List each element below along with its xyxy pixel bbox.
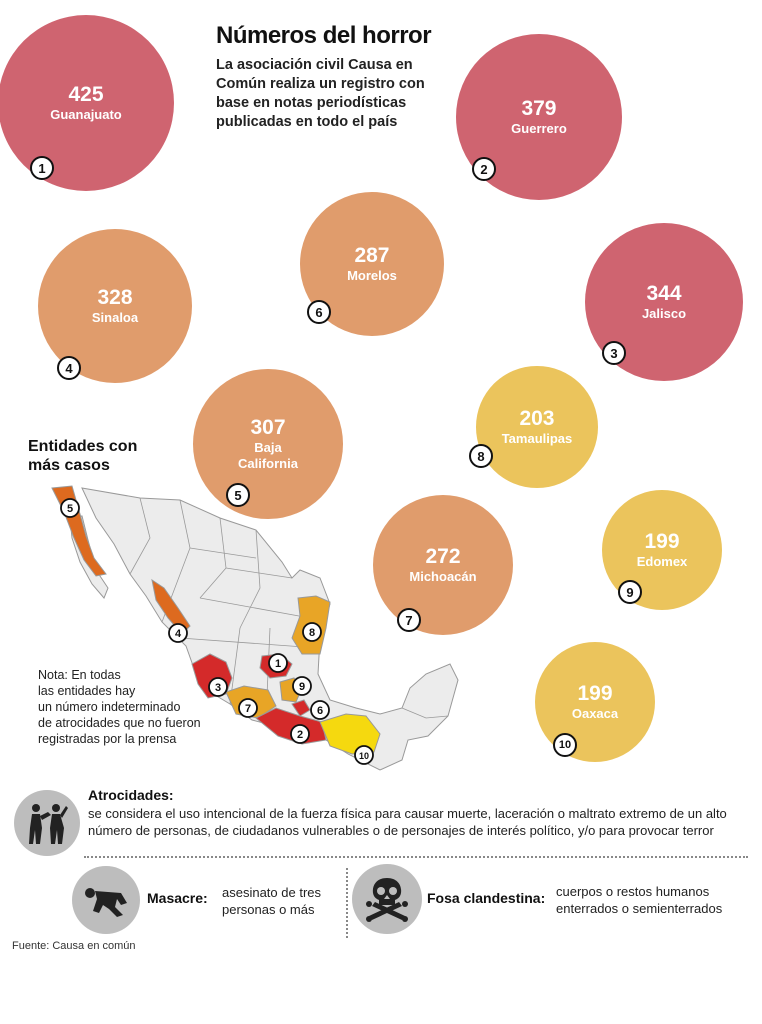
bubble-8: 203 Tamaulipas [476,366,598,488]
map-marker-9: 9 [292,676,312,696]
grave-text: cuerpos o restos humanos enterrados o se… [556,884,723,916]
map-marker-label: 7 [245,703,251,715]
map-marker-label: 4 [175,628,182,640]
map-marker-6: 6 [310,700,330,720]
rank-badge: 6 [307,300,331,324]
map-marker-label: 9 [299,681,305,693]
bubble-state-label: Baja California [238,439,298,471]
fallen-body-icon [72,866,140,934]
bubble-value: 203 [519,406,555,430]
bubble-state-label: Morelos [347,267,397,283]
bubble-state-label: Michoacán [409,568,477,584]
map-marker-5: 5 [60,498,80,518]
page-title: Números del horror [216,22,432,49]
map-marker-2: 2 [290,724,310,744]
rank-badge: 5 [226,483,250,507]
massacre-text: asesinato de tres personas o más [222,885,322,917]
bubble-value: 425 [68,83,104,106]
bubble-state-label: Guanajuato [50,107,122,122]
bubble-value: 272 [425,544,461,568]
skull-crossbones-icon [352,864,422,934]
rank-badge: 1 [30,156,54,180]
bubble-value: 328 [97,285,133,309]
page-subtitle: La asociación civil Causa en Común reali… [216,57,425,130]
map-marker-3: 3 [208,677,228,697]
map-marker-7: 7 [238,698,258,718]
rank-badge: 4 [57,356,81,380]
rank-badge: 10 [553,733,577,757]
bubble-value: 287 [354,243,390,267]
bubble-state-label: Tamaulipas [501,430,573,446]
map-marker-8: 8 [302,622,322,642]
map-marker-label: 3 [215,682,221,694]
map-marker-label: 2 [297,729,303,741]
atrocities-text: se considera el uso intencional de la fu… [88,806,727,838]
bubble-7: 272 Michoacán [372,494,514,636]
bubble-value: 307 [250,415,286,439]
map-marker-label: 5 [67,503,73,515]
rank-badge: 2 [472,157,496,181]
map-marker-label: 8 [309,627,315,639]
rank-badge: 3 [602,341,626,365]
massacre-title: Masacre: [147,890,208,906]
bubble-5: 307 Baja California [193,369,343,519]
map-marker-label: 10 [359,751,369,761]
bubble-state-label: Sinaloa [91,309,139,325]
grave-title: Fosa clandestina: [427,890,546,906]
map-title: Entidades con más casos [28,438,138,474]
map-state-morelos [291,699,311,717]
bubble-value: 199 [577,681,613,705]
map-state-oaxaca [319,713,381,755]
bubble-value: 344 [646,281,682,305]
map-marker-1: 1 [268,653,288,673]
atrocities-title: Atrocidades: [88,787,174,803]
note-text: Nota: En todas las entidades hay un núme… [38,668,201,746]
map-rank-markers: 1 2 3 4 5 6 7 8 9 10 [60,498,374,765]
bubble-value: 379 [521,96,557,120]
bubble-state-label: Guerrero [511,120,567,136]
map-marker-10: 10 [354,745,374,765]
divider-vertical [346,868,348,938]
map-borders [129,497,449,719]
map-marker-label: 6 [317,705,323,717]
bubble-state-label: Edomex [636,553,688,569]
fighting-people-icon [14,790,80,856]
divider-horizontal [84,856,748,858]
bubble-1: 425 Guanajuato [0,15,174,191]
source-credit: Fuente: Causa en común [12,940,136,952]
rank-badge: 9 [618,580,642,604]
bubble-state-label: Jalisco [641,305,687,321]
map-marker-4: 4 [168,623,188,643]
map-marker-label: 1 [275,658,281,670]
bubble-state-label: Oaxaca [571,705,619,721]
rank-badge: 8 [469,444,493,468]
rank-badge: 7 [397,608,421,632]
bubble-value: 199 [644,529,680,553]
mexico-map: 1 2 3 4 5 6 7 8 9 10 [51,485,459,771]
